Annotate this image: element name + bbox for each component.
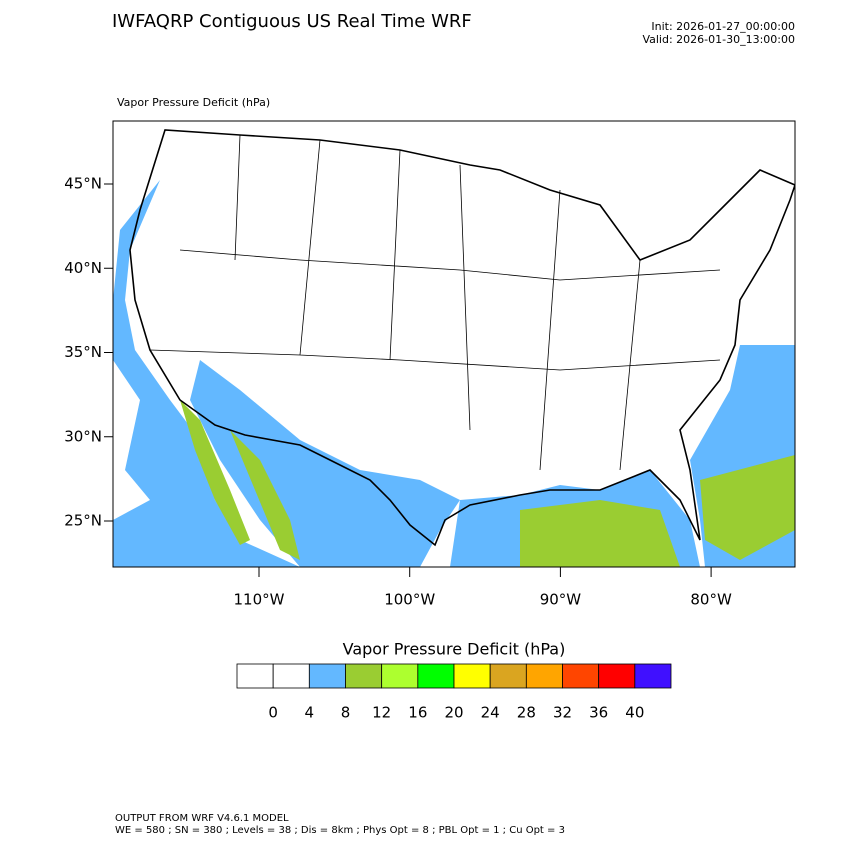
map-subtitle: Vapor Pressure Deficit (hPa): [117, 96, 270, 109]
lat-label: 30°N: [64, 427, 102, 445]
lat-label: 40°N: [64, 259, 102, 277]
colorbar-title: Vapor Pressure Deficit (hPa): [343, 640, 566, 659]
valid-time: Valid: 2026-01-30_13:00:00: [642, 33, 795, 46]
map-frame: [112, 120, 796, 568]
colorbar-label: 12: [372, 704, 391, 722]
colorbar-box: [453, 663, 491, 689]
lon-label: 90°W: [540, 591, 582, 609]
colorbar-label: 24: [481, 704, 500, 722]
colorbar-label: 32: [553, 704, 572, 722]
state-borders: [149, 134, 721, 471]
title: IWFAQRP Contiguous US Real Time WRF: [112, 11, 472, 32]
colorbar-box: [598, 663, 636, 689]
footer-line: WE = 580 ; SN = 380 ; Levels = 38 ; Dis …: [115, 825, 565, 836]
lat-label: 35°N: [64, 343, 102, 361]
colorbar-box: [272, 663, 310, 689]
colorbar-label: 28: [517, 704, 536, 722]
colorbar-box: [562, 663, 600, 689]
footer-line: OUTPUT FROM WRF V4.6.1 MODEL: [115, 813, 289, 824]
lon-label: 100°W: [384, 591, 435, 609]
colorbar-label: 40: [625, 704, 644, 722]
colorbar-label: 8: [341, 704, 351, 722]
lon-label: 80°W: [690, 591, 732, 609]
map-field: [113, 129, 795, 567]
colorbar-label: 0: [268, 704, 278, 722]
colorbar-box: [489, 663, 527, 689]
colorbar-box: [308, 663, 346, 689]
axis-labels: 45°N 40°N 35°N 30°N 25°N 110°W 100°W 90°W 80°W: [64, 175, 732, 609]
colorbar-label: 4: [305, 704, 315, 722]
lat-label: 25°N: [64, 512, 102, 530]
mexico-vpd: [190, 360, 460, 567]
colorbar-box: [634, 663, 672, 689]
colorbar-box: [345, 663, 383, 689]
us-outline: [129, 129, 795, 547]
colorbar-label: 20: [444, 704, 463, 722]
colorbar-box: [236, 663, 274, 689]
map: [112, 120, 796, 568]
colorbar-label: 36: [589, 704, 608, 722]
pacific-vpd: [113, 180, 300, 567]
init-time: Init: 2026-01-27_00:00:00: [651, 20, 795, 33]
colorbar-box: [417, 663, 455, 689]
lon-label: 110°W: [234, 591, 285, 609]
lat-label: 45°N: [64, 175, 102, 193]
colorbar: 0 4 8 12 16 20 24 28 32 36 40: [236, 663, 672, 722]
colorbar-label: 16: [408, 704, 427, 722]
gulf-green: [520, 500, 680, 567]
colorbar-box: [525, 663, 563, 689]
atlantic-green: [700, 455, 795, 560]
baja-green: [180, 400, 300, 560]
colorbar-box: [381, 663, 419, 689]
